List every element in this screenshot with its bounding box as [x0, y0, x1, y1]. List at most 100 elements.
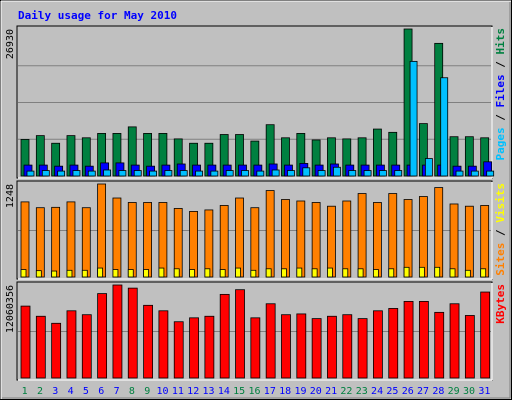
day-label: 24 [371, 386, 383, 397]
kbytes-bar [20, 305, 31, 379]
visits-bar [158, 202, 168, 278]
pages-bar [179, 170, 188, 177]
sites-bar [327, 267, 333, 278]
kbytes-bar [35, 315, 46, 379]
pages-bar [26, 170, 35, 177]
kbytes-bar [219, 293, 230, 379]
kbytes-bar [127, 287, 138, 379]
day-label: 16 [248, 386, 260, 397]
day-labels: 1 2 3 4 5 6 7 8 9 10 11 12 13 14 15 16 17 18 19 20 21 22 23 24 2… [22, 386, 491, 397]
pages-bar [149, 170, 157, 177]
legend-part: KBytes [494, 284, 507, 324]
day-label: 4 [68, 386, 74, 397]
pages-bar [271, 169, 280, 177]
visits-bar [342, 200, 352, 278]
pages-bar [256, 170, 265, 177]
kbytes-bar [281, 314, 291, 379]
pages-bar [164, 170, 173, 177]
day-label: 6 [98, 386, 104, 397]
pages-bar [210, 170, 219, 177]
sites-bar [388, 268, 395, 278]
visits-bar [20, 201, 30, 278]
axis-legend-pages-files-hits: Pages / Files / Hits [494, 28, 507, 161]
panel-kbytes: 12060356 KBytes [5, 281, 507, 381]
sites-bar [20, 269, 27, 278]
pages-bar [57, 170, 66, 177]
chart-panels: 26930 Pages / Files / Hits 1248 Sites / Vis… [5, 25, 507, 381]
kbytes-bar [143, 304, 153, 379]
day-label: 25 [386, 386, 398, 397]
visits-bar [112, 197, 122, 278]
sites-bar [265, 268, 272, 278]
pages-bar [348, 170, 357, 177]
day-label: 10 [157, 386, 169, 397]
axis-legend-visits-sites: Sites / Visits [494, 183, 507, 276]
y-max-label: 1248 [5, 184, 16, 208]
sites-bar [112, 269, 119, 278]
day-label: 30 [463, 386, 475, 397]
kbytes-bar [434, 311, 445, 379]
kbytes-bar [464, 315, 475, 379]
sites-bar [281, 268, 287, 278]
day-label: 11 [172, 386, 184, 397]
kbytes-bar [81, 314, 92, 379]
kbytes-bar [403, 301, 414, 379]
sites-bar [357, 268, 364, 278]
visits-bar [327, 205, 336, 278]
pages-bar [333, 166, 341, 177]
sites-bar [434, 266, 441, 278]
day-label: 9 [144, 386, 150, 397]
legend-part: / [494, 223, 507, 243]
sites-bar [311, 268, 318, 278]
y-max-label: 12060356 [5, 285, 16, 333]
sites-bar [158, 267, 165, 278]
sites-bar [418, 266, 425, 278]
visits-bar [464, 205, 474, 278]
day-label: 1 [22, 386, 28, 397]
day-label: 14 [218, 386, 230, 397]
legend-part: Sites [494, 243, 507, 276]
visits-bar [311, 202, 321, 278]
kbytes-bar [235, 289, 245, 379]
day-label: 31 [478, 386, 490, 397]
day-label: 2 [37, 386, 43, 397]
kbytes-bar [51, 322, 62, 379]
visits-bar [66, 201, 76, 278]
visits-bar [449, 203, 459, 278]
visits-bar [219, 205, 229, 278]
visits-bar [189, 211, 198, 278]
sites-bar [97, 267, 104, 278]
pages-bar [133, 170, 142, 177]
pages-bar [302, 167, 311, 177]
sites-bar [173, 268, 180, 278]
day-label: 8 [129, 386, 135, 397]
visits-bar [434, 187, 444, 278]
visits-bar [373, 202, 382, 278]
day-label: 21 [325, 386, 337, 397]
day-label: 23 [356, 386, 368, 397]
pages-bar [41, 170, 50, 177]
sites-bar [66, 269, 73, 278]
sites-bar [449, 268, 456, 278]
sites-bar [51, 270, 58, 278]
day-label: 27 [417, 386, 429, 397]
visits-bar [281, 199, 290, 278]
kbytes-bar [449, 303, 460, 379]
day-label: 29 [448, 386, 460, 397]
kbytes-bar [112, 284, 123, 379]
kbytes-bar [373, 310, 383, 379]
day-label: 26 [402, 386, 414, 397]
bars-visits-sites [20, 183, 490, 278]
pages-bar [440, 77, 449, 177]
pages-bar [394, 170, 403, 177]
sites-bar [189, 269, 195, 278]
kbytes-bar [342, 314, 353, 379]
sites-bar [250, 269, 257, 278]
pages-bar [225, 170, 234, 177]
kbytes-bar [311, 318, 322, 379]
kbytes-bar [418, 301, 429, 379]
visits-bar [81, 207, 91, 278]
pages-bar [363, 170, 372, 177]
panel-visits-sites: 1248 Sites / Visits [5, 180, 507, 280]
